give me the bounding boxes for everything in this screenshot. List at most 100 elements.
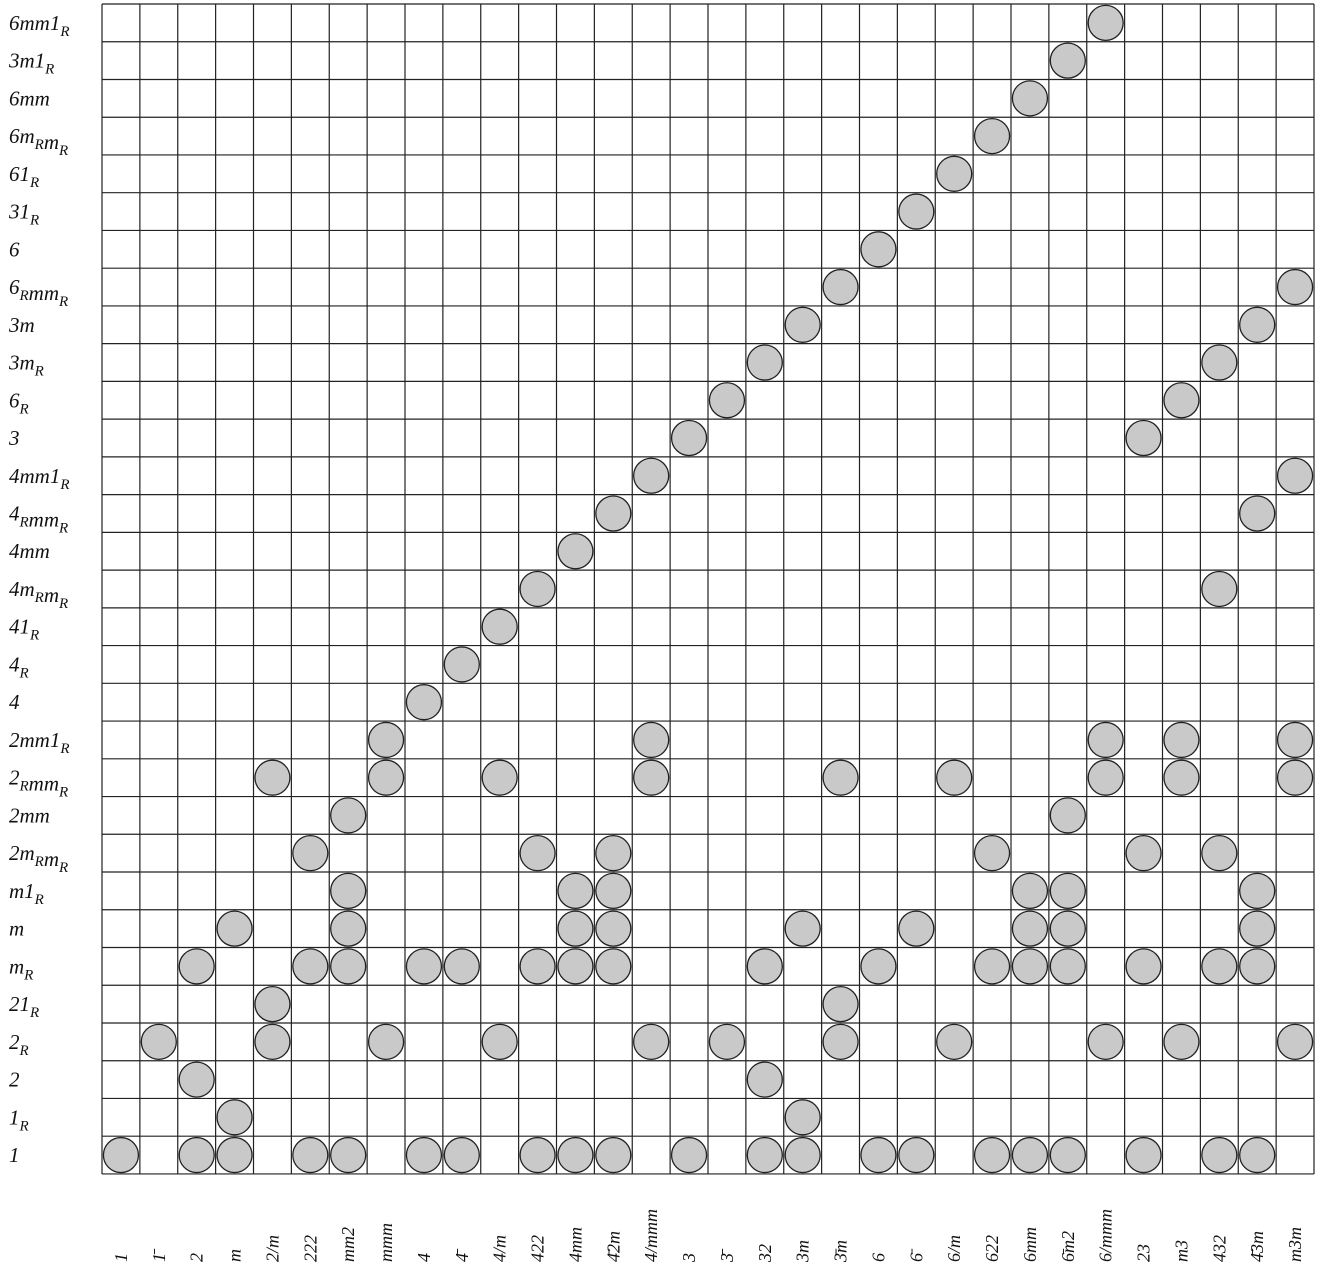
filled-cell-dot [595,910,632,947]
filled-cell-dot [973,117,1011,155]
column-labels: 1 1̄ 2 m 2/m 222 mm2 mmm 4 4̄ 4/m 422 4mm 4̄2m 4/mmm 3 3… [111,1209,1305,1263]
column-label: 3 [679,1253,699,1263]
column-label: 2 [187,1253,207,1262]
column-label: 32 [755,1244,775,1263]
row-label: 3 [8,426,20,450]
filled-cell-dot [519,1136,556,1174]
filled-cell-dot [292,835,329,872]
filled-cell-dot [1201,948,1238,985]
column-label: m3m [1285,1227,1305,1262]
filled-cell-dot [1011,872,1049,910]
filled-cell-dot [1239,948,1276,985]
filled-cell-dot [254,985,291,1023]
filled-cell-dot [481,608,518,645]
filled-cell-dot [330,797,367,834]
row-label: 6 [9,237,20,261]
filled-cell-dot [443,646,480,683]
filled-cell-dot [1239,306,1276,343]
filled-cell-dot [936,155,973,192]
filled-cell-dot [1276,1023,1314,1060]
column-label: 6 [868,1253,888,1262]
filled-cell-dot [367,721,405,759]
row-label: 3m [8,313,35,337]
row-label: 4mm [9,539,50,563]
column-label: 4 [414,1253,434,1262]
filled-cell-dot [1163,759,1200,796]
row-label: m1R [9,879,44,908]
filled-cell-dot [1011,80,1049,117]
filled-cell-dot [936,1023,973,1060]
filled-cell-dot [633,1023,670,1060]
filled-cell-dot [633,721,670,759]
column-label: m [225,1249,245,1262]
row-label: 4RmmR [9,501,68,536]
filled-cell-dot [1049,42,1086,79]
filled-cell-dot [557,1136,594,1174]
column-label: 622 [982,1235,1002,1262]
filled-cell-dot [1011,948,1049,985]
column-label: 6mm [1020,1227,1040,1262]
filled-cell-dot [557,948,594,985]
row-label: 1 [9,1143,20,1167]
row-label: 4mRmR [9,577,68,612]
filled-cell-dot [708,1023,746,1060]
filled-cell-dot [1125,1136,1162,1174]
filled-cell-dot [367,1023,405,1060]
column-label: 6̄m2 [1058,1231,1078,1262]
filled-cell-dot [405,948,443,985]
filled-cell-dot [102,1136,140,1174]
filled-cell-dot [1239,1136,1276,1174]
row-labels: 6mm1R3m1R6mm6mRmR61R31R66RmmR3m3mR6R34mm… [8,11,70,1167]
filled-cell-dot [784,1136,821,1174]
filled-cell-dot [1049,948,1086,985]
row-label: 6mRmR [9,124,68,159]
filled-cell-dot [1087,1023,1124,1060]
filled-cell-dot [1049,910,1086,947]
filled-cell-dot [746,1136,783,1174]
filled-cell-dot [973,835,1011,872]
filled-cell-dot [367,759,405,796]
filled-cell-dot [1201,344,1238,381]
filled-cell-dot [557,872,594,910]
filled-cell-dot [1125,948,1162,985]
filled-cell-dot [519,948,556,985]
filled-cell-dot [1276,759,1314,796]
filled-cell-dot [595,872,632,910]
column-label: 1̄ [149,1248,169,1262]
filled-cell-dot [216,910,253,947]
filled-cell-dot [292,1136,329,1174]
filled-cell-dot [1201,835,1238,872]
filled-cell-dot [973,948,1011,985]
filled-cell-dot [784,910,821,947]
column-label: 432 [1209,1235,1229,1262]
filled-cell-dot [1201,570,1238,608]
filled-cell-dot [708,382,746,419]
filled-cell-dot [860,1136,897,1174]
column-label: 4/m [490,1235,510,1262]
filled-cell-dot [216,1136,253,1174]
filled-cells [102,4,1314,1174]
filled-cell-dot [746,1061,783,1098]
column-label: 4/mmm [641,1209,661,1262]
column-label: 1 [111,1253,131,1262]
row-label: 2mm [9,803,50,827]
filled-cell-dot [595,948,632,985]
filled-cell-dot [784,306,821,343]
column-label: 23 [1134,1244,1154,1262]
column-label: 6/mmm [1096,1209,1116,1262]
filled-cell-dot [254,759,291,796]
row-label: m [9,917,24,941]
filled-cell-dot [557,910,594,947]
filled-cell-dot [822,985,859,1023]
column-label: 222 [300,1235,320,1262]
filled-cell-dot [898,1136,935,1174]
row-label: 4mm1R [9,464,70,493]
filled-cell-dot [595,835,632,872]
column-label: 6̄ [906,1248,926,1262]
row-label: 6R [9,388,29,417]
filled-cell-dot [1087,4,1124,42]
filled-cell-dot [1276,457,1314,494]
filled-cell-dot [1201,1136,1238,1174]
filled-cell-dot [1239,495,1276,532]
